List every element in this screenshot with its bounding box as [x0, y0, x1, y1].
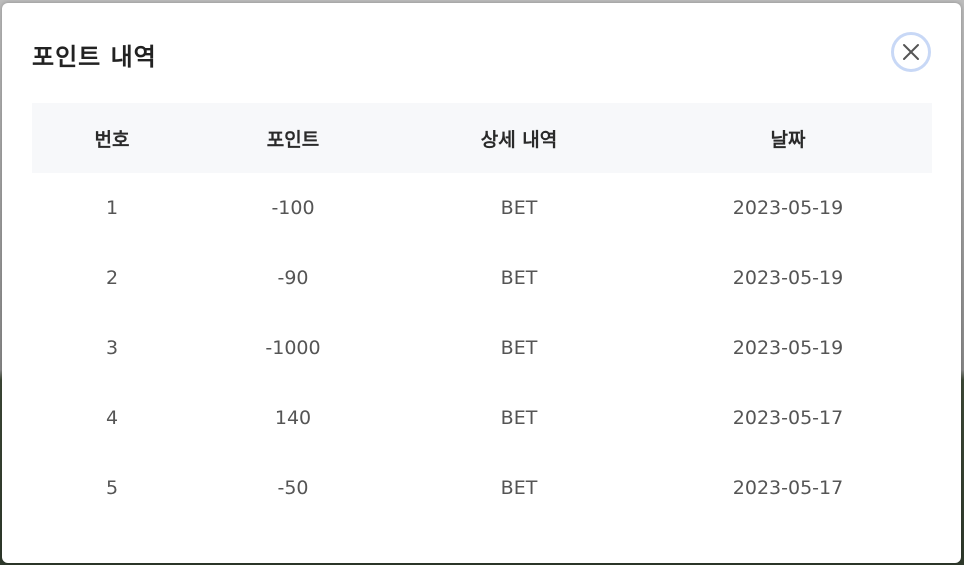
- close-button[interactable]: [891, 32, 931, 72]
- row-number: 5: [105, 477, 119, 499]
- row-number: 1: [105, 197, 119, 219]
- row-date: 2023-05-19: [732, 197, 844, 219]
- table-row: 5 -50 BET 2023-05-17: [32, 453, 932, 523]
- row-point: -1000: [265, 337, 321, 359]
- row-point: -90: [277, 267, 309, 289]
- row-detail: BET: [500, 477, 538, 499]
- row-date: 2023-05-19: [732, 337, 844, 359]
- row-detail: BET: [500, 197, 538, 219]
- row-date: 2023-05-17: [732, 477, 844, 499]
- column-header-date: 날짜: [770, 128, 806, 151]
- row-date: 2023-05-19: [732, 267, 844, 289]
- modal-title: 포인트 내역: [32, 43, 157, 71]
- close-icon: [902, 43, 920, 61]
- table-row: 4 140 BET 2023-05-17: [32, 383, 932, 453]
- row-detail: BET: [500, 267, 538, 289]
- row-number: 2: [105, 267, 119, 289]
- row-detail: BET: [500, 337, 538, 359]
- table-header-row: 번호 포인트 상세 내역 날짜: [32, 103, 932, 173]
- point-history-table: 번호 포인트 상세 내역 날짜 1 -100 BET 2023-05-19 2 …: [32, 103, 932, 523]
- column-header-detail: 상세 내역: [480, 128, 558, 151]
- table-row: 3 -1000 BET 2023-05-19: [32, 313, 932, 383]
- row-point: -100: [271, 197, 315, 219]
- row-point: -50: [277, 477, 309, 499]
- row-number: 3: [105, 337, 119, 359]
- point-history-modal: 포인트 내역 번호 포인트 상세 내역 날짜 1 -100 BET 2023-0…: [2, 3, 961, 563]
- row-point: 140: [274, 407, 312, 429]
- row-date: 2023-05-17: [732, 407, 844, 429]
- table-row: 1 -100 BET 2023-05-19: [32, 173, 932, 243]
- row-detail: BET: [500, 407, 538, 429]
- row-number: 4: [105, 407, 119, 429]
- column-header-number: 번호: [94, 128, 130, 151]
- column-header-point: 포인트: [266, 128, 320, 151]
- table-row: 2 -90 BET 2023-05-19: [32, 243, 932, 313]
